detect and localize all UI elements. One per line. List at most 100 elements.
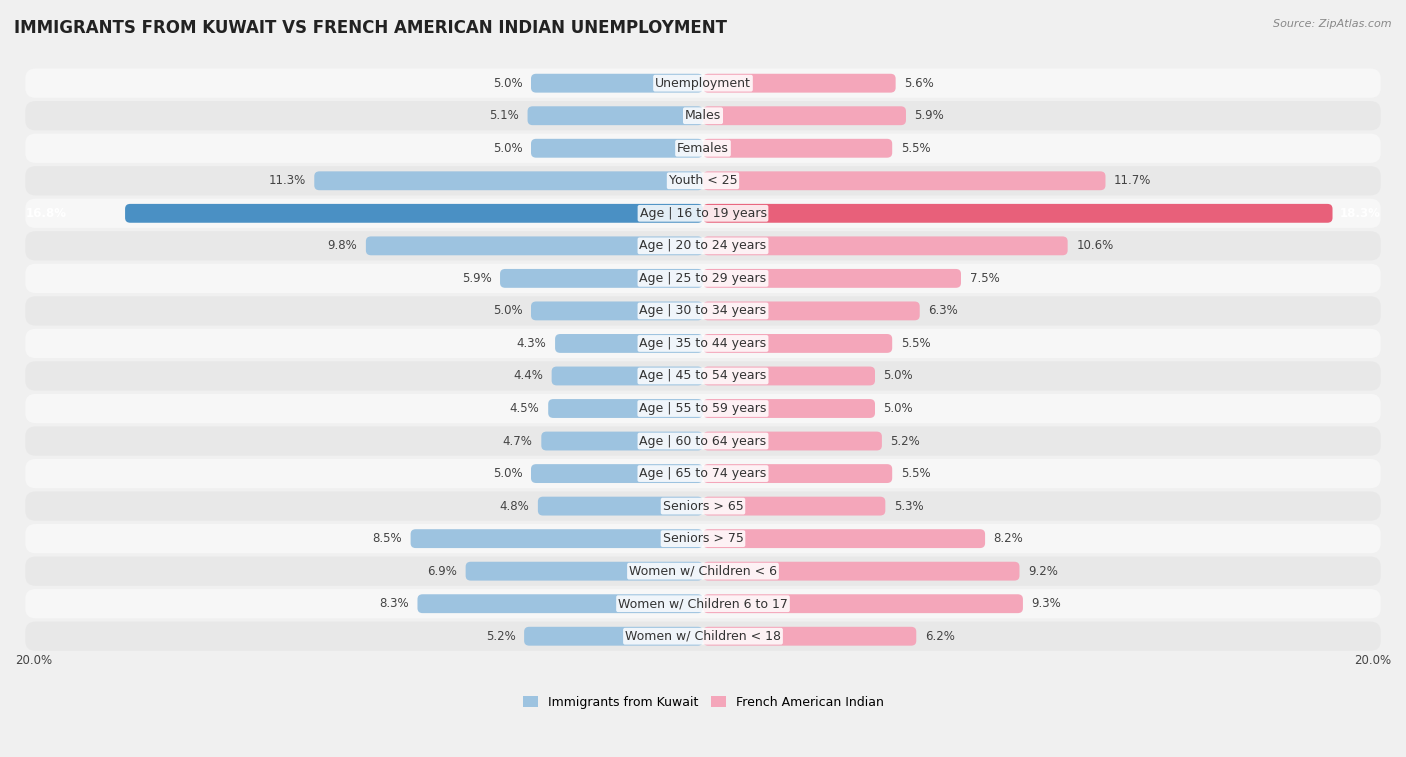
- FancyBboxPatch shape: [703, 464, 893, 483]
- Text: Females: Females: [678, 142, 728, 154]
- Text: 4.8%: 4.8%: [499, 500, 529, 512]
- FancyBboxPatch shape: [703, 301, 920, 320]
- FancyBboxPatch shape: [541, 431, 703, 450]
- Text: Women w/ Children 6 to 17: Women w/ Children 6 to 17: [619, 597, 787, 610]
- Text: 5.0%: 5.0%: [492, 142, 523, 154]
- Text: 8.5%: 8.5%: [373, 532, 402, 545]
- FancyBboxPatch shape: [555, 334, 703, 353]
- Text: 8.3%: 8.3%: [380, 597, 409, 610]
- FancyBboxPatch shape: [703, 269, 960, 288]
- Text: Age | 45 to 54 years: Age | 45 to 54 years: [640, 369, 766, 382]
- Text: 16.8%: 16.8%: [25, 207, 66, 220]
- FancyBboxPatch shape: [538, 497, 703, 516]
- Text: 5.9%: 5.9%: [914, 109, 945, 122]
- Text: 5.1%: 5.1%: [489, 109, 519, 122]
- Text: 5.0%: 5.0%: [492, 76, 523, 89]
- Legend: Immigrants from Kuwait, French American Indian: Immigrants from Kuwait, French American …: [517, 690, 889, 714]
- Text: 5.2%: 5.2%: [890, 435, 921, 447]
- FancyBboxPatch shape: [25, 134, 1381, 163]
- FancyBboxPatch shape: [25, 524, 1381, 553]
- FancyBboxPatch shape: [25, 426, 1381, 456]
- FancyBboxPatch shape: [703, 627, 917, 646]
- FancyBboxPatch shape: [703, 431, 882, 450]
- Text: 5.5%: 5.5%: [901, 337, 931, 350]
- Text: 9.3%: 9.3%: [1032, 597, 1062, 610]
- FancyBboxPatch shape: [531, 464, 703, 483]
- Text: 6.9%: 6.9%: [427, 565, 457, 578]
- Text: 5.2%: 5.2%: [485, 630, 516, 643]
- Text: Youth < 25: Youth < 25: [669, 174, 737, 187]
- FancyBboxPatch shape: [531, 301, 703, 320]
- FancyBboxPatch shape: [125, 204, 703, 223]
- FancyBboxPatch shape: [531, 73, 703, 92]
- FancyBboxPatch shape: [703, 594, 1024, 613]
- FancyBboxPatch shape: [703, 236, 1067, 255]
- Text: 4.3%: 4.3%: [517, 337, 547, 350]
- FancyBboxPatch shape: [25, 329, 1381, 358]
- FancyBboxPatch shape: [366, 236, 703, 255]
- FancyBboxPatch shape: [531, 139, 703, 157]
- FancyBboxPatch shape: [25, 556, 1381, 586]
- FancyBboxPatch shape: [524, 627, 703, 646]
- FancyBboxPatch shape: [25, 491, 1381, 521]
- FancyBboxPatch shape: [548, 399, 703, 418]
- Text: Women w/ Children < 18: Women w/ Children < 18: [626, 630, 780, 643]
- FancyBboxPatch shape: [315, 171, 703, 190]
- FancyBboxPatch shape: [703, 529, 986, 548]
- Text: Age | 35 to 44 years: Age | 35 to 44 years: [640, 337, 766, 350]
- FancyBboxPatch shape: [411, 529, 703, 548]
- FancyBboxPatch shape: [25, 589, 1381, 618]
- FancyBboxPatch shape: [25, 166, 1381, 195]
- FancyBboxPatch shape: [703, 139, 893, 157]
- FancyBboxPatch shape: [25, 459, 1381, 488]
- Text: 5.0%: 5.0%: [492, 304, 523, 317]
- Text: Age | 16 to 19 years: Age | 16 to 19 years: [640, 207, 766, 220]
- Text: Unemployment: Unemployment: [655, 76, 751, 89]
- FancyBboxPatch shape: [25, 263, 1381, 293]
- FancyBboxPatch shape: [703, 497, 886, 516]
- Text: 20.0%: 20.0%: [15, 654, 52, 667]
- Text: 9.8%: 9.8%: [328, 239, 357, 252]
- FancyBboxPatch shape: [551, 366, 703, 385]
- Text: Age | 60 to 64 years: Age | 60 to 64 years: [640, 435, 766, 447]
- Text: 5.0%: 5.0%: [883, 369, 914, 382]
- Text: 5.5%: 5.5%: [901, 467, 931, 480]
- Text: 5.3%: 5.3%: [894, 500, 924, 512]
- FancyBboxPatch shape: [465, 562, 703, 581]
- FancyBboxPatch shape: [703, 334, 893, 353]
- FancyBboxPatch shape: [25, 231, 1381, 260]
- FancyBboxPatch shape: [25, 361, 1381, 391]
- FancyBboxPatch shape: [25, 198, 1381, 228]
- FancyBboxPatch shape: [418, 594, 703, 613]
- FancyBboxPatch shape: [703, 106, 905, 125]
- FancyBboxPatch shape: [703, 399, 875, 418]
- Text: Seniors > 65: Seniors > 65: [662, 500, 744, 512]
- FancyBboxPatch shape: [703, 171, 1105, 190]
- Text: 5.0%: 5.0%: [883, 402, 914, 415]
- Text: 8.2%: 8.2%: [994, 532, 1024, 545]
- FancyBboxPatch shape: [25, 69, 1381, 98]
- FancyBboxPatch shape: [25, 394, 1381, 423]
- Text: 9.2%: 9.2%: [1028, 565, 1057, 578]
- Text: Age | 55 to 59 years: Age | 55 to 59 years: [640, 402, 766, 415]
- Text: Age | 30 to 34 years: Age | 30 to 34 years: [640, 304, 766, 317]
- FancyBboxPatch shape: [527, 106, 703, 125]
- Text: 5.9%: 5.9%: [461, 272, 492, 285]
- Text: 4.5%: 4.5%: [510, 402, 540, 415]
- Text: 7.5%: 7.5%: [970, 272, 1000, 285]
- Text: 11.3%: 11.3%: [269, 174, 305, 187]
- FancyBboxPatch shape: [25, 296, 1381, 326]
- Text: Age | 65 to 74 years: Age | 65 to 74 years: [640, 467, 766, 480]
- Text: 6.3%: 6.3%: [928, 304, 957, 317]
- Text: 11.7%: 11.7%: [1114, 174, 1152, 187]
- Text: Age | 25 to 29 years: Age | 25 to 29 years: [640, 272, 766, 285]
- Text: 5.6%: 5.6%: [904, 76, 934, 89]
- FancyBboxPatch shape: [703, 204, 1333, 223]
- Text: 20.0%: 20.0%: [1354, 654, 1391, 667]
- Text: 6.2%: 6.2%: [925, 630, 955, 643]
- Text: IMMIGRANTS FROM KUWAIT VS FRENCH AMERICAN INDIAN UNEMPLOYMENT: IMMIGRANTS FROM KUWAIT VS FRENCH AMERICA…: [14, 19, 727, 37]
- Text: 5.0%: 5.0%: [492, 467, 523, 480]
- Text: 5.5%: 5.5%: [901, 142, 931, 154]
- FancyBboxPatch shape: [703, 73, 896, 92]
- FancyBboxPatch shape: [703, 366, 875, 385]
